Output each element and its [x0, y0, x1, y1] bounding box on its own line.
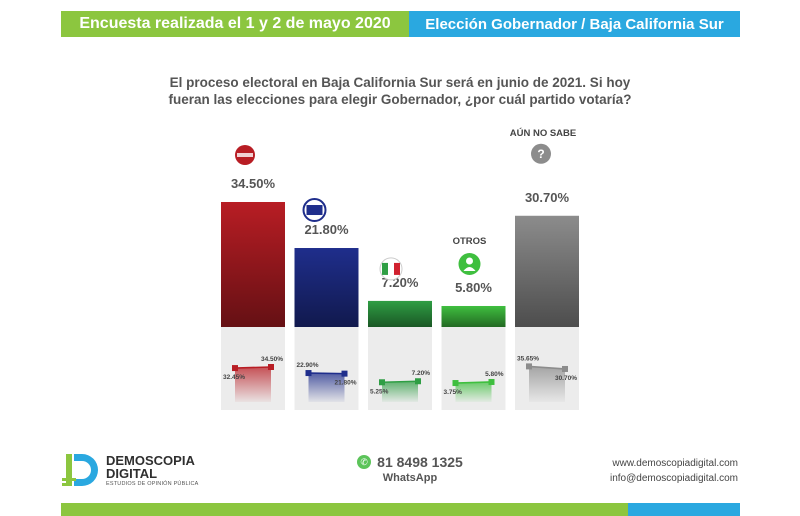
election-banner: Elección Gobernador / Baja California Su…: [409, 11, 740, 37]
survey-question: El proceso electoral en Baja California …: [100, 74, 700, 108]
question-line-2: fueran las elecciones para elegir Gobern…: [168, 92, 632, 107]
person-body-icon: [463, 266, 476, 271]
whatsapp-icon: ✆: [357, 455, 372, 469]
trend-prev-label-0: 32.45%: [223, 374, 245, 381]
pan-logo-block: [306, 205, 323, 216]
pri-logo-green: [382, 262, 388, 275]
trend-point-cur-2: [415, 378, 421, 385]
value-label-0: 34.50%: [231, 176, 276, 191]
phone-number: 81 8498 1325: [377, 454, 463, 470]
value-label-4: 30.70%: [525, 190, 570, 205]
category-label-3: OTROS: [453, 236, 487, 247]
brand-logo: DEMOSCOPIA DIGITAL ESTUDIOS DE OPINIÓN P…: [62, 452, 232, 490]
vote-intention-chart: 34.50% 32.45% 34.50% 21.80% 22.90% 21.80% 7.20…: [221, 127, 579, 410]
trend-cur-label-3: 5.80%: [485, 371, 504, 378]
bar-3: [441, 305, 506, 327]
trend-point-prev-4: [526, 363, 532, 370]
contact-phone: ✆ 81 8498 1325 WhatsApp: [340, 454, 480, 484]
trend-point-cur-4: [562, 365, 568, 372]
person-head-icon: [466, 257, 473, 265]
trend-line-0: [234, 366, 272, 369]
trend-area-0: [235, 367, 271, 402]
morena-logo-stripe: [237, 153, 253, 157]
bar-0: [221, 202, 285, 327]
pri-logo-red: [394, 262, 400, 275]
value-label-3: 5.80%: [455, 280, 492, 295]
value-label-1: 21.80%: [304, 222, 349, 237]
survey-date-banner: Encuesta realizada el 1 y 2 de mayo 2020: [61, 11, 409, 37]
trend-point-prev-1: [305, 370, 312, 377]
trend-prev-label-1: 22.90%: [297, 362, 319, 369]
category-label-4: AÚN NO SABE: [510, 127, 577, 139]
trend-prev-label-2: 5.25%: [370, 388, 389, 395]
brand-tagline: ESTUDIOS DE OPINIÓN PÚBLICA: [106, 481, 199, 487]
trend-line-4: [528, 365, 566, 370]
trend-cur-label-2: 7.20%: [412, 370, 431, 377]
brand-name: DEMOSCOPIA DIGITAL: [106, 453, 195, 481]
question-icon: [531, 143, 551, 164]
bottom-bar-green: [61, 503, 628, 516]
trend-area-1: [308, 373, 345, 402]
trend-prev-label-3: 3.75%: [444, 389, 463, 396]
header-bar: Encuesta realizada el 1 y 2 de mayo 2020…: [61, 11, 740, 37]
trend-cur-label-0: 34.50%: [261, 356, 283, 363]
question-mark-glyph: ?: [537, 147, 544, 161]
trend-point-cur-0: [268, 364, 274, 370]
contact-web: www.demoscopiadigital.com info@demoscopi…: [610, 456, 738, 486]
whatsapp-label: WhatsApp: [382, 472, 438, 484]
trend-area-4: [529, 366, 565, 402]
bottom-bar: [61, 503, 740, 516]
trend-line-2: [381, 380, 419, 384]
trend-point-prev-0: [232, 365, 238, 372]
trend-point-cur-1: [341, 370, 348, 377]
trend-point-prev-2: [379, 379, 385, 386]
trend-point-prev-3: [452, 380, 459, 387]
bar-1: [294, 248, 359, 327]
trend-line-3: [455, 381, 492, 384]
website-link[interactable]: www.demoscopiadigital.com: [612, 458, 738, 469]
trend-area-2: [382, 381, 418, 402]
trend-cur-label-4: 30.70%: [555, 375, 577, 382]
email-link[interactable]: info@demoscopiadigital.com: [610, 473, 738, 484]
trend-area-3: [455, 381, 492, 402]
bar-2: [368, 300, 432, 327]
bar-4: [515, 215, 579, 327]
question-line-1: El proceso electoral en Baja California …: [169, 75, 631, 90]
trend-cur-label-1: 21.80%: [334, 380, 356, 387]
trend-line-1: [308, 372, 345, 375]
trend-prev-label-4: 35.65%: [517, 355, 539, 362]
demoscopia-logo-icon: [62, 454, 98, 486]
trend-point-cur-3: [488, 378, 495, 385]
bottom-bar-blue: [628, 503, 740, 516]
